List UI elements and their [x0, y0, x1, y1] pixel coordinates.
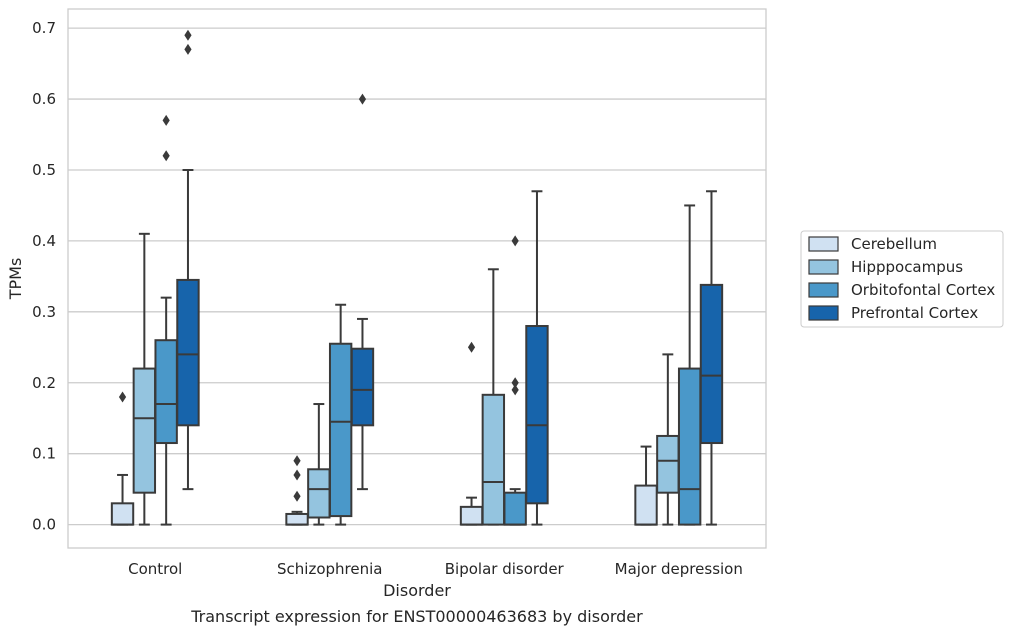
- box-iqr: [677, 367, 702, 526]
- box-iqr: [110, 502, 135, 526]
- legend-label: Hipppocampus: [851, 258, 963, 276]
- outlier-point: [511, 384, 519, 396]
- box-3-1: [656, 353, 680, 526]
- y-tick-labels: 0.0 0.1 0.2 0.3 0.4 0.5 0.6 0.7: [32, 19, 56, 533]
- box-iqr: [459, 505, 484, 526]
- legend-swatch: [808, 305, 839, 321]
- box-3-0: [634, 445, 658, 526]
- box-iqr: [328, 342, 353, 518]
- outlier-point: [293, 469, 301, 481]
- x-tick-label: Major depression: [615, 560, 743, 578]
- box-iqr: [154, 339, 178, 445]
- x-tick-label: Bipolar disorder: [445, 560, 565, 578]
- box-iqr: [285, 512, 309, 526]
- outlier-point: [511, 377, 519, 389]
- outlier-point: [511, 235, 519, 247]
- box-2-1: [481, 268, 506, 526]
- legend-swatch: [808, 236, 839, 252]
- legend-swatch: [808, 259, 839, 275]
- box-0-1: [132, 232, 157, 526]
- box-2-2: [503, 235, 527, 526]
- outlier-point: [162, 114, 170, 126]
- box-iqr: [481, 393, 506, 526]
- legend-label: Prefrontal Cortex: [851, 304, 978, 322]
- y-tick-label: 0.7: [32, 19, 56, 37]
- box-iqr: [634, 484, 658, 526]
- box-1-1: [307, 403, 331, 526]
- x-axis-label: Disorder: [383, 581, 451, 600]
- box-1-0: [285, 455, 309, 526]
- box-layer: [110, 29, 724, 526]
- x-tick-label: Control: [128, 560, 182, 578]
- y-tick-label: 0.6: [32, 90, 56, 108]
- box-iqr: [699, 283, 724, 445]
- box-iqr: [656, 434, 680, 494]
- y-tick-label: 0.0: [32, 516, 56, 534]
- legend: Cerebellum Hipppocampus Orbitofontal Corte…: [800, 230, 1004, 328]
- x-tick-label: Schizophrenia: [277, 560, 382, 578]
- box-iqr: [132, 367, 157, 494]
- outlier-point: [118, 391, 127, 403]
- box-2-0: [459, 341, 484, 526]
- outlier-point: [358, 93, 367, 105]
- box-1-3: [350, 93, 375, 491]
- box-iqr: [350, 347, 375, 427]
- box-iqr: [525, 325, 549, 505]
- outlier-point: [293, 455, 301, 467]
- box-0-2: [154, 114, 178, 526]
- y-tick-label: 0.1: [32, 445, 56, 463]
- legend-label: Orbitofontal Cortex: [851, 281, 995, 299]
- box-3-3: [699, 190, 724, 526]
- outlier-point: [162, 150, 170, 162]
- plot-frame: [67, 8, 767, 549]
- x-tick-labels: Control Schizophrenia Bipolar disorder Majo…: [128, 560, 743, 578]
- y-axis-label: TPMs: [6, 258, 25, 301]
- outlier-point: [467, 341, 476, 353]
- box-1-2: [328, 303, 353, 526]
- box-0-3: [176, 29, 200, 491]
- legend-frame: [800, 230, 1004, 328]
- y-tick-label: 0.4: [32, 232, 56, 250]
- outlier-point: [184, 29, 192, 41]
- box-iqr: [176, 278, 200, 427]
- outlier-point: [184, 43, 192, 55]
- box-0-0: [110, 391, 135, 526]
- chart-caption: Transcript expression for ENST0000046368…: [190, 607, 643, 626]
- box-3-2: [677, 204, 702, 526]
- box-2-3: [525, 190, 549, 526]
- outlier-point: [293, 490, 301, 502]
- legend-swatch: [808, 282, 839, 298]
- box-iqr: [307, 468, 331, 519]
- y-tick-label: 0.3: [32, 303, 56, 321]
- box-iqr: [503, 491, 527, 526]
- legend-label: Cerebellum: [851, 235, 937, 253]
- y-tick-label: 0.2: [32, 374, 56, 392]
- y-tick-label: 0.5: [32, 161, 56, 179]
